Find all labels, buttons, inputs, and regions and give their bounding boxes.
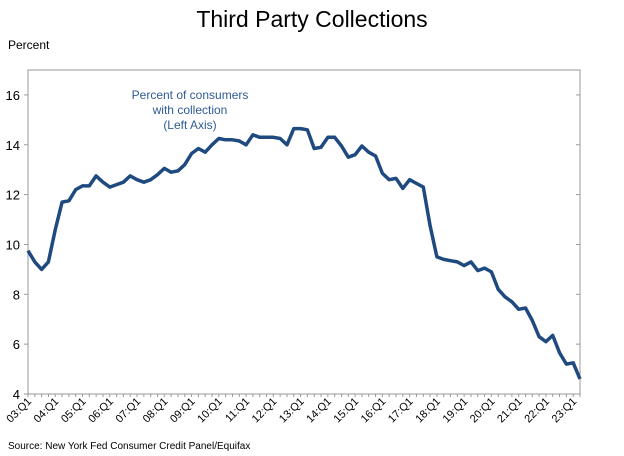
x-tick-label: 14:Q1 (304, 396, 334, 426)
y-tick-label: 6 (13, 337, 20, 352)
x-tick-label: 16:Q1 (359, 396, 389, 426)
y-tick-label: 12 (6, 188, 20, 203)
annotation-line-2: with collection (152, 103, 228, 117)
x-tick-label: 04:Q1 (32, 396, 62, 426)
series-line-percent-with-collection (26, 126, 582, 380)
chart-title: Third Party Collections (196, 6, 427, 32)
y-tick-label: 10 (6, 237, 20, 252)
x-tick-label: 12:Q1 (250, 396, 280, 426)
annotation-line-1: Percent of consumers (132, 88, 249, 102)
x-tick-label: 15:Q1 (332, 396, 362, 426)
y-axis-label: Percent (8, 38, 50, 52)
x-tick-label: 11:Q1 (223, 396, 252, 425)
x-tick-label: 10:Q1 (195, 396, 225, 426)
y-tick-label: 14 (6, 138, 20, 153)
x-tick-label: 08:Q1 (141, 396, 171, 426)
annotation-line-3: (Left Axis) (163, 118, 216, 132)
y-tick-label: 4 (13, 387, 20, 402)
x-tick-label: 07:Q1 (113, 396, 143, 426)
x-tick-label: 06:Q1 (86, 396, 116, 426)
y-tick-label: 16 (6, 88, 20, 103)
annotation: Percent of consumers with collection (Le… (132, 88, 249, 132)
x-tick-label: 17:Q1 (386, 396, 416, 426)
y-tick-label: 8 (13, 287, 20, 302)
plot-area (27, 69, 581, 395)
x-tick-label: 09:Q1 (168, 396, 198, 426)
x-tick-label: 22:Q1 (522, 396, 552, 426)
x-tick-label: 13:Q1 (277, 396, 307, 426)
source-note: Source: New York Fed Consumer Credit Pan… (8, 441, 250, 452)
x-tick-label: 18:Q1 (413, 396, 443, 426)
x-tick-label: 23:Q1 (550, 396, 580, 426)
x-tick-label: 21:Q1 (495, 396, 525, 426)
x-tick-label: 19:Q1 (441, 396, 471, 426)
x-tick-label: 20:Q1 (468, 396, 498, 426)
x-tick-label: 05:Q1 (59, 396, 89, 426)
